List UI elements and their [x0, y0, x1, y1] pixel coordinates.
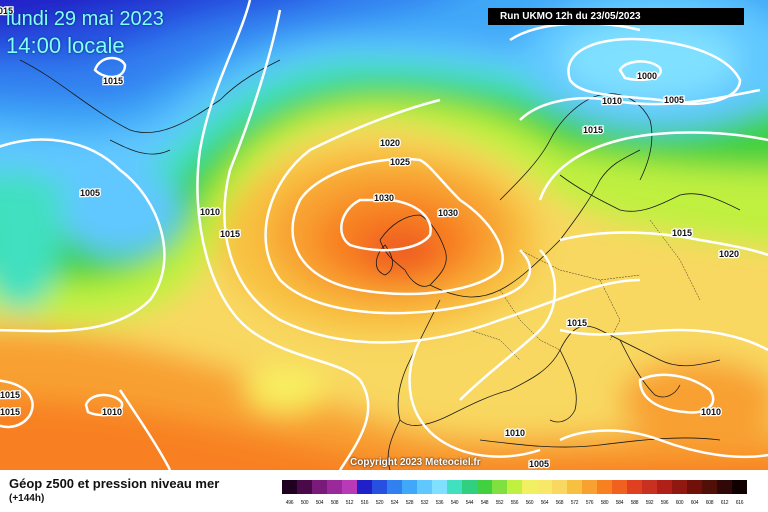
colorbar-swatch	[672, 480, 687, 494]
colorbar-tick-label: 616	[735, 500, 744, 506]
isobar-label: 1030	[438, 208, 458, 218]
colorbar-tick-label: 576	[585, 500, 594, 506]
isobar-label: 1020	[719, 249, 739, 259]
colorbar-tick-label: 496	[285, 500, 294, 506]
colorbar-swatch	[627, 480, 642, 494]
isobars	[0, 0, 768, 470]
isobar-label: 1005	[80, 188, 100, 198]
colorbar-swatch	[297, 480, 312, 494]
colorbar-swatch	[342, 480, 357, 494]
colorbar-swatch	[402, 480, 417, 494]
colorbar-tick-label: 580	[600, 500, 609, 506]
colorbar-tick-label: 556	[510, 500, 519, 506]
z500-field	[0, 0, 768, 470]
isobar-label: 1010	[701, 407, 721, 417]
colorbar-swatch	[612, 480, 627, 494]
isobar-label: 1010	[102, 407, 122, 417]
colorbar-swatch	[492, 480, 507, 494]
colorbar-tick-label: 608	[705, 500, 714, 506]
isobar-label: 1010	[602, 96, 622, 106]
colorbar-tick-label: 508	[330, 500, 339, 506]
colorbar-swatch	[552, 480, 567, 494]
colorbar-swatch	[327, 480, 342, 494]
colorbar-tick-label: 604	[690, 500, 699, 506]
colorbar-tick-label: 500	[300, 500, 309, 506]
colorbar-swatch	[387, 480, 402, 494]
colorbar-swatch	[432, 480, 447, 494]
colorbar-tick-label: 564	[540, 500, 549, 506]
weather-map: 1015 1005 1010 1015 1020 1025 1030 1030 …	[0, 0, 768, 470]
isobar-label: 1005	[664, 95, 684, 105]
colorbar-swatch	[357, 480, 372, 494]
forecast-lead: (+144h)	[9, 493, 45, 504]
forecast-date: lundi 29 mai 2023	[6, 8, 164, 30]
corner-label: 015	[0, 6, 13, 16]
colorbar-tick-label: 520	[375, 500, 384, 506]
isobar-label: 1000	[637, 71, 657, 81]
colorbar-swatch	[687, 480, 702, 494]
colorbar-tick-label: 560	[525, 500, 534, 506]
isobar-label: 1020	[380, 138, 400, 148]
colorbar-swatch	[657, 480, 672, 494]
model-run-label: Run UKMO 12h du 23/05/2023	[488, 8, 744, 25]
colorbar-tick-label: 584	[615, 500, 624, 506]
isobar-label: 1015	[103, 76, 123, 86]
isobar-label: 1025	[390, 157, 410, 167]
colorbar-swatch	[462, 480, 477, 494]
colorbar-tick-label: 536	[435, 500, 444, 506]
isobar-label: 1015	[0, 390, 20, 400]
colorbar-tick-label: 512	[345, 500, 354, 506]
isobar-label: 1015	[220, 229, 240, 239]
colorbar-swatch	[702, 480, 717, 494]
colorbar-tick-label: 588	[630, 500, 639, 506]
isobar-label: 1010	[200, 207, 220, 217]
colorbar-swatch	[597, 480, 612, 494]
colorbar-tick-label: 592	[645, 500, 654, 506]
colorbar-tick-label: 528	[405, 500, 414, 506]
colorbar-swatch	[642, 480, 657, 494]
colorbar-swatch	[312, 480, 327, 494]
legend-title: Géop z500 et pression niveau mer	[9, 476, 220, 491]
colorbar-tick-label: 540	[450, 500, 459, 506]
isobar-label: 1015	[567, 318, 587, 328]
colorbar-swatch	[582, 480, 597, 494]
colorbar-swatch	[282, 480, 297, 494]
colorbar-tick-label: 516	[360, 500, 369, 506]
colorbar-tick-label: 504	[315, 500, 324, 506]
copyright: Copyright 2023 Meteociel.fr	[350, 457, 481, 468]
colorbar-swatch	[417, 480, 432, 494]
colorbar-tick-label: 524	[390, 500, 399, 506]
colorbar-ticks: 496 500 504 508 512 516 520 524 528 532 536 540 544 5…	[282, 500, 747, 510]
forecast-time: 14:00 locale	[6, 33, 125, 58]
isobar-label: 1015	[583, 125, 603, 135]
colorbar-swatch	[717, 480, 732, 494]
colorbar-swatch	[477, 480, 492, 494]
isobar-label: 1010	[505, 428, 525, 438]
colorbar-tick-label: 552	[495, 500, 504, 506]
colorbar-swatch	[447, 480, 462, 494]
isobar-label: 1015	[0, 407, 20, 417]
colorbar-tick-label: 568	[555, 500, 564, 506]
colorbar-tick-label: 612	[720, 500, 729, 506]
colorbar-tick-label: 544	[465, 500, 474, 506]
colorbar-tick-label: 532	[420, 500, 429, 506]
isobar-label: 1030	[374, 193, 394, 203]
colorbar-swatch	[732, 480, 747, 494]
colorbar-tick-label: 572	[570, 500, 579, 506]
coastlines	[19, 59, 741, 470]
colorbar-swatch	[567, 480, 582, 494]
colorbar-swatch	[372, 480, 387, 494]
colorbar-swatch	[507, 480, 522, 494]
colorbar	[282, 480, 747, 494]
colorbar-swatch	[537, 480, 552, 494]
colorbar-swatch	[522, 480, 537, 494]
isobar-label: 1015	[672, 228, 692, 238]
colorbar-tick-label: 548	[480, 500, 489, 506]
colorbar-tick-label: 596	[660, 500, 669, 506]
colorbar-tick-label: 600	[675, 500, 684, 506]
isobar-label: 1005	[529, 459, 549, 469]
isobar-labels: 1015 1005 1010 1015 1020 1025 1030 1030 …	[0, 5, 740, 470]
